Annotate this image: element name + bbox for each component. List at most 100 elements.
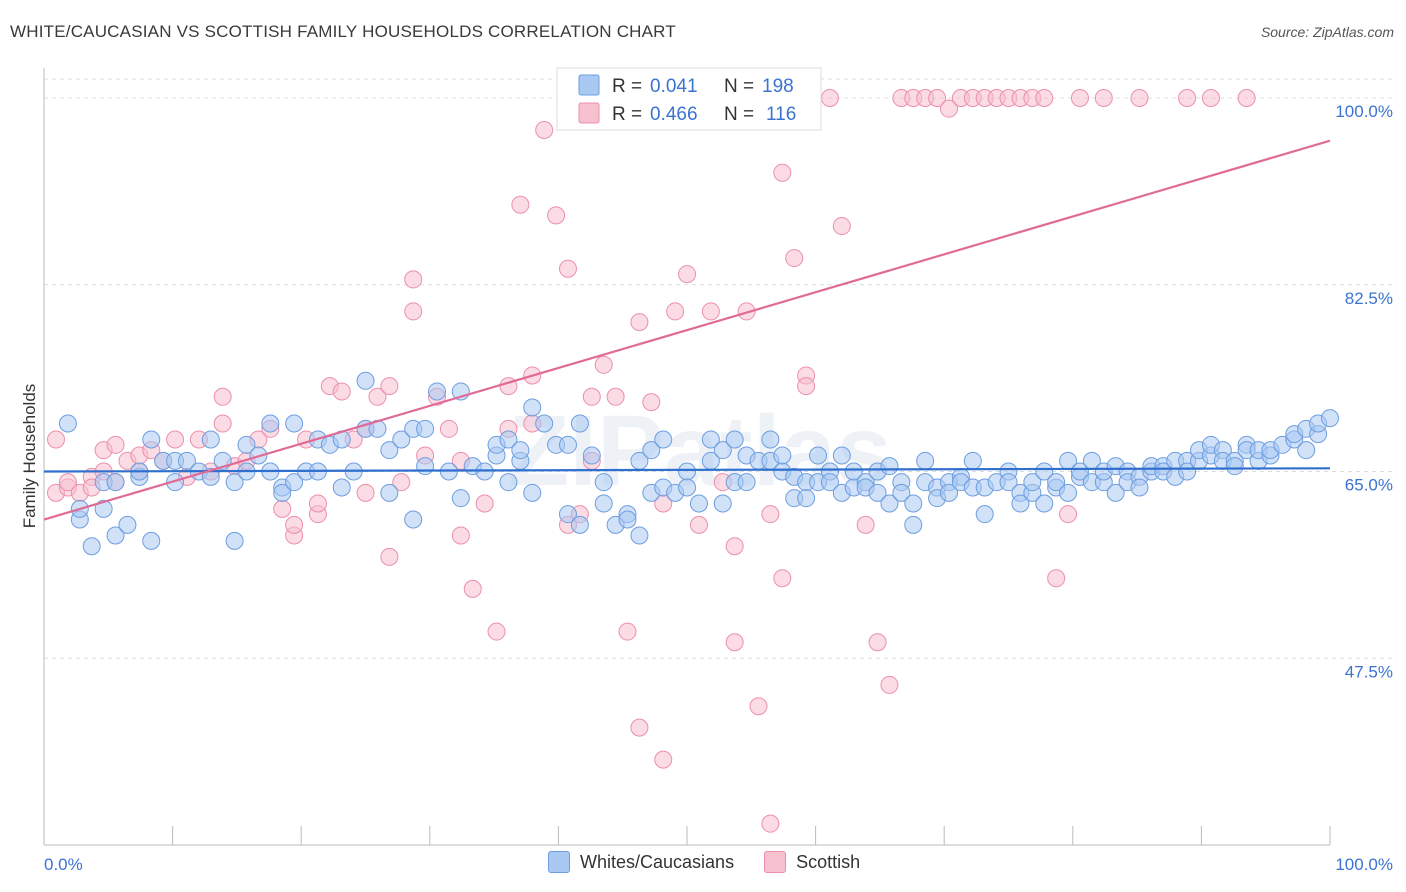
scottish-point <box>785 249 804 268</box>
whites-point <box>761 430 780 449</box>
whites-point <box>570 414 589 433</box>
whites-point <box>916 451 935 470</box>
whites-point <box>880 494 899 513</box>
whites-point <box>511 441 530 460</box>
whites-point <box>1070 462 1089 481</box>
legend-label-scottish: Scottish <box>796 851 861 872</box>
scottish-point <box>761 814 780 833</box>
scottish-point <box>368 387 387 406</box>
legend-top-r-value-2: 0.466 <box>650 104 698 125</box>
whites-point <box>166 473 185 492</box>
scottish-point <box>773 569 792 588</box>
scottish-point <box>535 121 554 140</box>
whites-point <box>773 446 792 465</box>
scottish-point <box>832 217 851 236</box>
whites-point <box>142 430 161 449</box>
whites-point <box>1059 483 1078 502</box>
scottish-point <box>1070 89 1089 107</box>
legend-top-n-value-1: 198 <box>762 76 794 97</box>
legend-top-swatch-blue <box>578 74 600 96</box>
whites-point <box>868 483 887 502</box>
whites-point <box>380 441 399 460</box>
scottish-point <box>701 302 720 321</box>
whites-point <box>642 441 661 460</box>
legend-swatch-whites <box>548 851 570 873</box>
scottish-point <box>642 393 661 412</box>
whites-point <box>809 446 828 465</box>
scottish-point <box>356 483 375 502</box>
whites-point <box>678 478 697 497</box>
scottish-point <box>439 419 458 438</box>
whites-point <box>713 494 732 513</box>
whites-point <box>225 473 244 492</box>
whites-point <box>713 441 732 460</box>
whites-point <box>332 478 351 497</box>
scottish-point <box>213 414 232 433</box>
scottish-point <box>332 382 351 401</box>
scottish-point <box>725 633 744 652</box>
whites-point <box>94 499 113 518</box>
scottish-point <box>761 505 780 524</box>
scottish-point <box>606 387 625 406</box>
scottish-point <box>856 515 875 534</box>
whites-point <box>582 446 601 465</box>
scottish-point <box>380 547 399 566</box>
scottish-point <box>1094 89 1113 107</box>
whites-point <box>904 515 923 534</box>
trend-lines <box>43 139 1331 521</box>
scottish-point <box>1178 89 1197 107</box>
x-tick-label: 100.0% <box>1335 855 1393 874</box>
whites-point <box>1178 462 1197 481</box>
scottish-point <box>1059 505 1078 524</box>
scottish-point <box>928 89 947 107</box>
whites-point <box>523 398 542 417</box>
whites-point <box>725 430 744 449</box>
whites-point <box>177 451 196 470</box>
whites-point <box>285 414 304 433</box>
whites-point <box>118 515 137 534</box>
legend-item-scottish: Scottish <box>764 851 860 873</box>
scottish-point <box>547 206 566 225</box>
legend-label-whites: Whites/Caucasians <box>580 851 735 872</box>
whites-point <box>1035 494 1054 513</box>
scottish-point <box>1130 89 1149 107</box>
scottish-point <box>451 526 470 545</box>
whites-point <box>499 473 518 492</box>
whites-point <box>535 414 554 433</box>
whites-point <box>618 510 637 529</box>
whites-point <box>939 483 958 502</box>
whites-trend-line <box>43 467 1331 473</box>
whites-point <box>201 430 220 449</box>
whites-point <box>999 473 1018 492</box>
whites-point <box>82 537 101 556</box>
scottish-point <box>939 99 958 118</box>
whites-point <box>1035 462 1054 481</box>
scottish-point <box>868 633 887 652</box>
whites-point <box>1106 483 1125 502</box>
scottish-point <box>487 622 506 641</box>
whites-point <box>678 462 697 481</box>
whites-point <box>451 489 470 508</box>
whites-point <box>523 483 542 502</box>
legend-top-r-value-1: 0.041 <box>650 76 698 97</box>
whites-point <box>844 462 863 481</box>
y-tick-label: 82.5% <box>1345 289 1393 308</box>
scottish-point <box>392 473 411 492</box>
scottish-points <box>47 89 1256 833</box>
scottish-point <box>820 89 839 107</box>
scottish-point <box>618 622 637 641</box>
scottish-point <box>475 494 494 513</box>
whites-point <box>392 430 411 449</box>
y-tick-labels: 47.5% 65.0% 82.5% 100.0% <box>1335 102 1393 681</box>
scottish-point <box>166 430 185 449</box>
scottish-point <box>308 494 327 513</box>
legend-top: R = 0.041 N = 198 R = 0.466 N = 116 <box>556 67 822 131</box>
whites-point <box>142 531 161 550</box>
scottish-point <box>380 377 399 396</box>
scottish-point <box>630 313 649 332</box>
scottish-point <box>666 302 685 321</box>
whites-point <box>820 473 839 492</box>
scottish-point <box>404 302 423 321</box>
chart-source: Source: ZipAtlas.com <box>1260 24 1394 40</box>
